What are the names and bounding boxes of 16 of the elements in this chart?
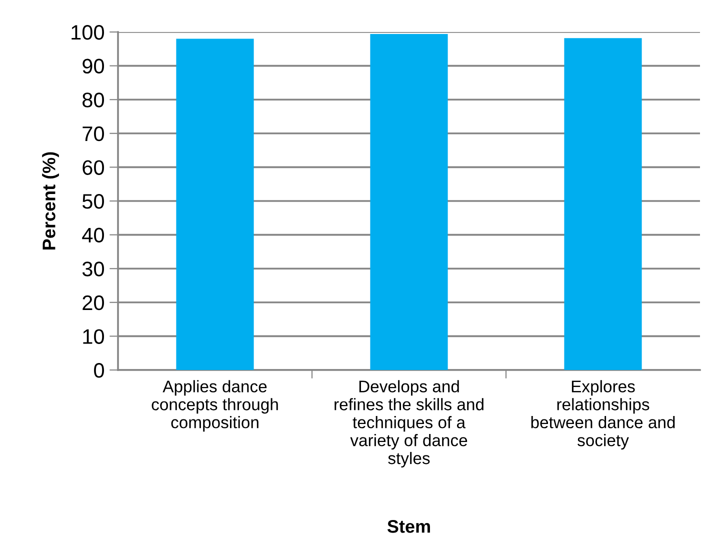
y-axis-title: Percent (%) xyxy=(42,152,59,250)
y-tick-label: 50 xyxy=(82,194,104,209)
y-tick-label: 10 xyxy=(83,329,104,344)
y-tick-label: 100 xyxy=(72,25,104,40)
y-tick-label: 0 xyxy=(94,363,104,378)
y-tick-label: 60 xyxy=(82,160,104,175)
y-tick-label: 70 xyxy=(82,126,104,142)
x-tick-label: Explores relationships between dance and society xyxy=(531,380,675,450)
y-tick-label: 80 xyxy=(82,92,104,108)
y-tick-label: 30 xyxy=(82,262,104,276)
y-tick-label: 40 xyxy=(82,228,104,243)
x-tick-label: Develops and refines the skills and techniques of a variety of dance styles xyxy=(334,380,484,468)
x-tick-label: Applies dance concepts through composition xyxy=(152,380,278,432)
y-tick-label: 20 xyxy=(82,295,104,310)
y-tick-label: 90 xyxy=(82,58,104,74)
x-axis-title: Stem xyxy=(387,520,430,533)
